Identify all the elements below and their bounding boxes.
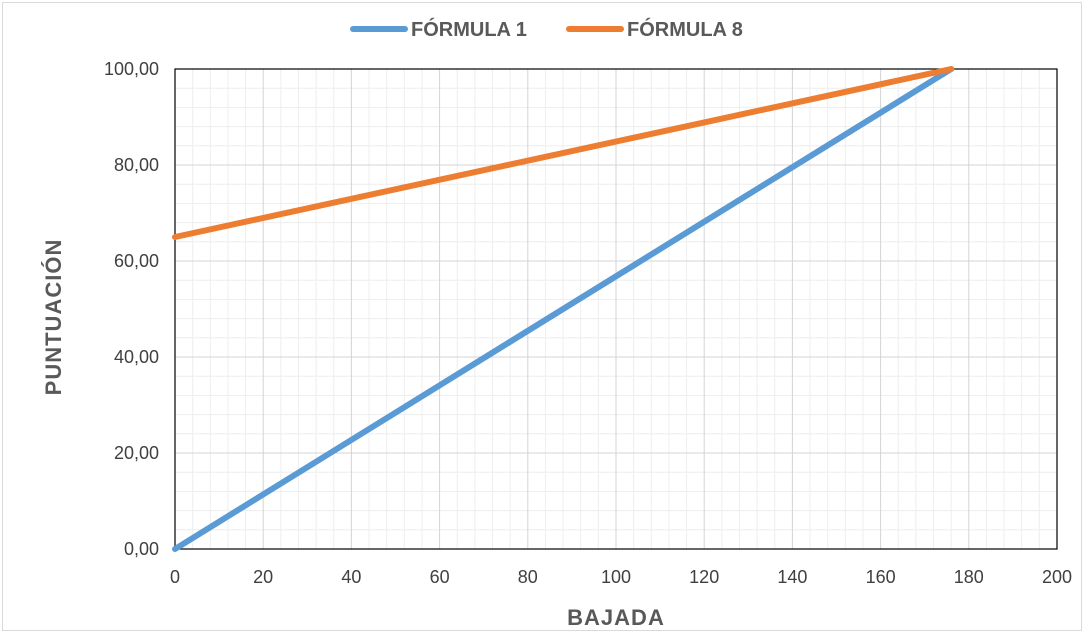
legend-label: FÓRMULA 8 xyxy=(627,17,743,41)
x-tick-label: 120 xyxy=(689,567,719,587)
x-tick-label: 200 xyxy=(1042,567,1072,587)
y-axis-title: PUNTUACIÓN xyxy=(41,239,66,396)
y-tick-label: 40,00 xyxy=(114,347,159,367)
y-tick-label: 20,00 xyxy=(114,443,159,463)
x-tick-label: 0 xyxy=(170,567,180,587)
x-axis-title: BAJADA xyxy=(567,605,665,630)
series-layer xyxy=(172,66,955,552)
line-chart: FÓRMULA 1 FÓRMULA 8 0 20 40 60 80 100 120 140 160… xyxy=(41,17,1072,630)
y-tick-label: 60,00 xyxy=(114,251,159,271)
y-tick-label: 0,00 xyxy=(124,539,159,559)
x-tick-label: 60 xyxy=(430,567,450,587)
x-tick-label: 20 xyxy=(253,567,273,587)
x-tick-labels: 0 20 40 60 80 100 120 140 160 180 200 xyxy=(170,567,1072,587)
x-tick-label: 40 xyxy=(341,567,361,587)
y-tick-label: 80,00 xyxy=(114,155,159,175)
legend: FÓRMULA 1 FÓRMULA 8 xyxy=(350,17,743,41)
x-tick-label: 160 xyxy=(866,567,896,587)
plot-area-border xyxy=(174,68,1058,550)
x-tick-label: 140 xyxy=(777,567,807,587)
y-tick-labels: 0,00 20,00 40,00 60,00 80,00 100,00 xyxy=(104,59,159,559)
legend-item-1: FÓRMULA 1 xyxy=(350,17,527,41)
x-tick-label: 180 xyxy=(954,567,984,587)
legend-label: FÓRMULA 1 xyxy=(411,17,527,41)
series-line-2 xyxy=(172,66,955,240)
legend-item-2: FÓRMULA 8 xyxy=(566,17,743,41)
x-tick-label: 100 xyxy=(601,567,631,587)
x-tick-label: 80 xyxy=(518,567,538,587)
series-line-1 xyxy=(172,66,955,552)
y-tick-label: 100,00 xyxy=(104,59,159,79)
